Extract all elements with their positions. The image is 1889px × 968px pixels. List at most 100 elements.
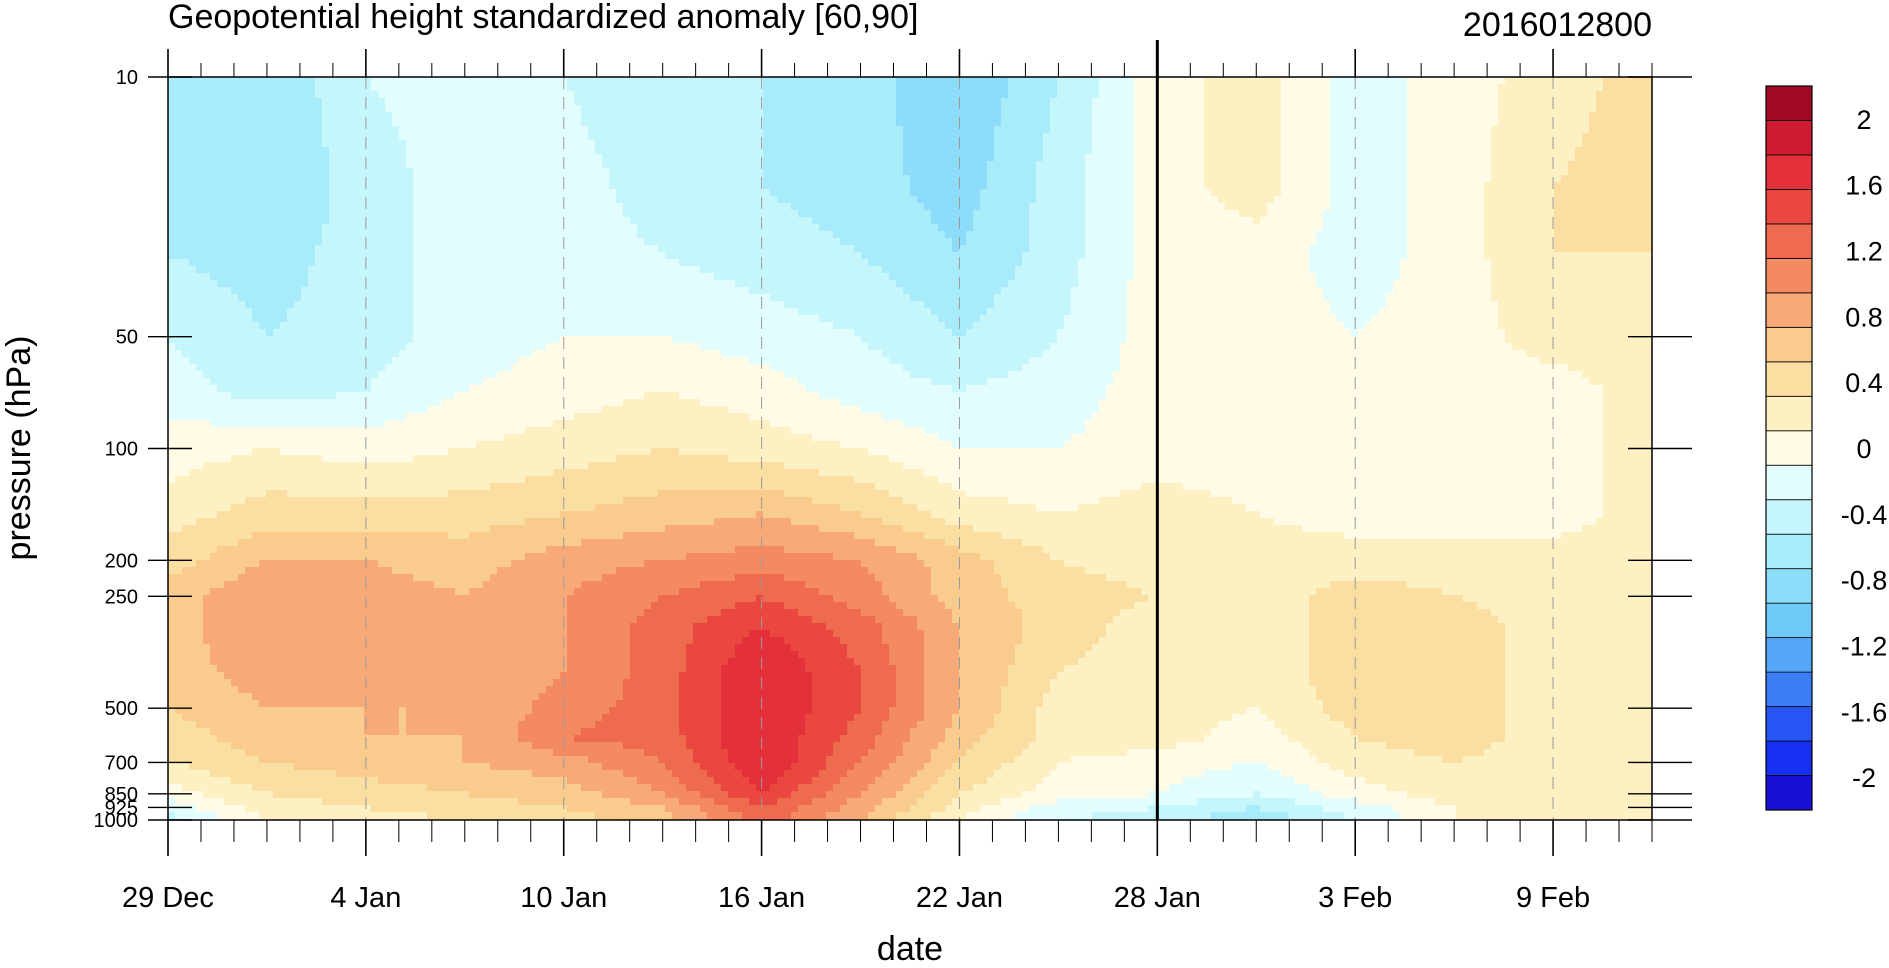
- contour-cell: [420, 77, 428, 85]
- contour-cell: [315, 273, 323, 281]
- contour-cell: [287, 595, 295, 603]
- contour-cell: [196, 224, 204, 232]
- contour-cell: [196, 147, 204, 155]
- contour-cell: [385, 434, 393, 442]
- contour-cell: [434, 105, 442, 113]
- contour-cell: [217, 315, 225, 323]
- contour-cell: [294, 791, 302, 799]
- contour-cell: [168, 308, 176, 316]
- contour-cell: [469, 756, 477, 764]
- contour-cell: [448, 497, 456, 505]
- contour-cell: [231, 434, 239, 442]
- contour-cell: [455, 700, 463, 708]
- contour-cell: [385, 770, 393, 778]
- contour-cell: [462, 462, 470, 470]
- contour-cell: [413, 581, 421, 589]
- contour-cell: [231, 252, 239, 260]
- contour-cell: [350, 322, 358, 330]
- contour-cell: [385, 532, 393, 540]
- contour-cell: [490, 476, 498, 484]
- contour-cell: [294, 630, 302, 638]
- contour-cell: [413, 133, 421, 141]
- contour-cell: [182, 637, 190, 645]
- contour-cell: [266, 217, 274, 225]
- contour-cell: [413, 168, 421, 176]
- contour-cell: [378, 434, 386, 442]
- contour-cell: [196, 609, 204, 617]
- contour-cell: [469, 287, 477, 295]
- contour-cell: [357, 770, 365, 778]
- contour-cell: [224, 798, 232, 806]
- contour-cell: [238, 147, 246, 155]
- contour-cell: [483, 469, 491, 477]
- contour-cell: [469, 420, 477, 428]
- contour-cell: [238, 175, 246, 183]
- contour-cell: [301, 399, 309, 407]
- contour-cell: [210, 490, 218, 498]
- contour-cell: [483, 259, 491, 267]
- contour-cell: [329, 301, 337, 309]
- contour-cell: [238, 252, 246, 260]
- contour-cell: [175, 133, 183, 141]
- contour-cell: [168, 420, 176, 428]
- contour-cell: [189, 728, 197, 736]
- contour-cell: [490, 140, 498, 148]
- contour-cell: [343, 707, 351, 715]
- contour-cell: [168, 231, 176, 239]
- contour-cell: [462, 756, 470, 764]
- contour-cell: [343, 602, 351, 610]
- contour-cell: [448, 707, 456, 715]
- contour-cell: [371, 147, 379, 155]
- contour-cell: [441, 427, 449, 435]
- contour-cell: [399, 378, 407, 386]
- contour-cell: [434, 147, 442, 155]
- contour-cell: [483, 532, 491, 540]
- contour-cell: [266, 763, 274, 771]
- contour-cell: [448, 686, 456, 694]
- contour-cell: [462, 728, 470, 736]
- contour-cell: [364, 294, 372, 302]
- contour-cell: [182, 161, 190, 169]
- contour-cell: [357, 658, 365, 666]
- contour-cell: [224, 476, 232, 484]
- contour-cell: [182, 273, 190, 281]
- contour-cell: [329, 413, 337, 421]
- contour-cell: [273, 560, 281, 568]
- contour-cell: [189, 154, 197, 162]
- contour-cell: [483, 455, 491, 463]
- contour-cell: [441, 693, 449, 701]
- contour-cell: [266, 686, 274, 694]
- contour-cell: [217, 763, 225, 771]
- contour-cell: [469, 91, 477, 99]
- contour-cell: [462, 266, 470, 274]
- contour-cell: [392, 791, 400, 799]
- contour-cell: [210, 322, 218, 330]
- contour-cell: [434, 182, 442, 190]
- contour-cell: [420, 525, 428, 533]
- contour-cell: [301, 301, 309, 309]
- contour-cell: [336, 490, 344, 498]
- contour-cell: [392, 812, 400, 820]
- contour-cell: [455, 427, 463, 435]
- contour-cell: [378, 322, 386, 330]
- contour-cell: [273, 602, 281, 610]
- contour-cell: [420, 497, 428, 505]
- contour-cell: [322, 595, 330, 603]
- contour-cell: [238, 231, 246, 239]
- contour-cell: [350, 364, 358, 372]
- contour-cell: [322, 714, 330, 722]
- contour-cell: [217, 140, 225, 148]
- contour-cell: [273, 252, 281, 260]
- contour-cell: [210, 77, 218, 85]
- contour-cell: [168, 588, 176, 596]
- contour-cell: [406, 168, 414, 176]
- contour-cell: [448, 238, 456, 246]
- contour-cell: [301, 728, 309, 736]
- contour-cell: [231, 406, 239, 414]
- contour-cell: [434, 742, 442, 750]
- contour-cell: [287, 490, 295, 498]
- contour-cell: [238, 140, 246, 148]
- contour-cell: [406, 399, 414, 407]
- contour-cell: [350, 308, 358, 316]
- contour-cell: [168, 315, 176, 323]
